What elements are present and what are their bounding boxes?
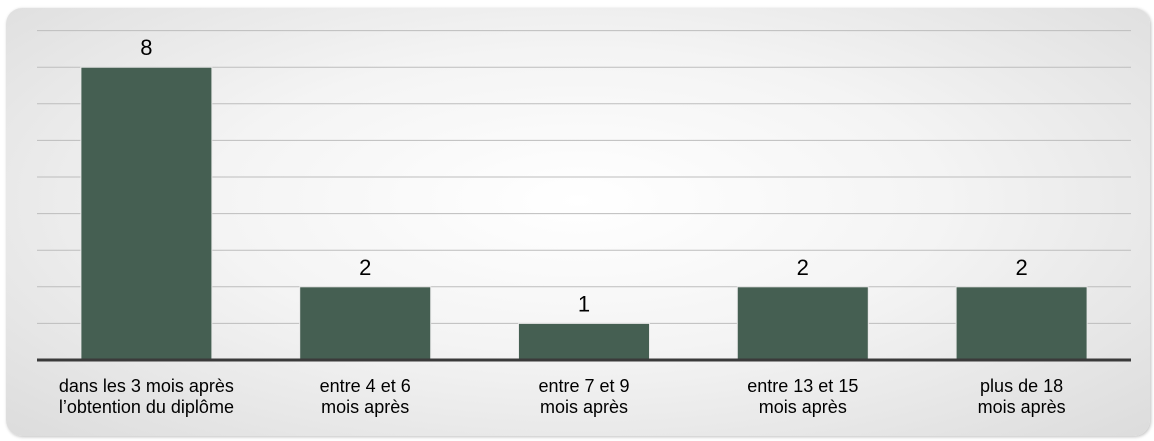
category-label: mois après xyxy=(759,397,847,417)
bar xyxy=(518,322,650,361)
bar xyxy=(955,286,1088,361)
category-label: mois après xyxy=(540,397,628,417)
data-label: 8 xyxy=(140,35,152,60)
category-label: plus de 18 xyxy=(980,376,1063,396)
category-label: mois après xyxy=(321,397,409,417)
category-label: entre 13 et 15 xyxy=(747,376,858,396)
category-label: l’obtention du diplôme xyxy=(59,397,234,417)
bar xyxy=(736,286,869,361)
data-label: 1 xyxy=(578,291,590,316)
bar xyxy=(299,286,432,361)
category-label: mois après xyxy=(978,397,1066,417)
data-label: 2 xyxy=(797,255,809,280)
bar xyxy=(80,66,213,361)
category-label: entre 4 et 6 xyxy=(320,376,411,396)
data-label: 2 xyxy=(359,255,371,280)
category-label: dans les 3 mois après xyxy=(59,376,234,396)
category-label: entre 7 et 9 xyxy=(538,376,629,396)
data-label: 2 xyxy=(1015,255,1027,280)
